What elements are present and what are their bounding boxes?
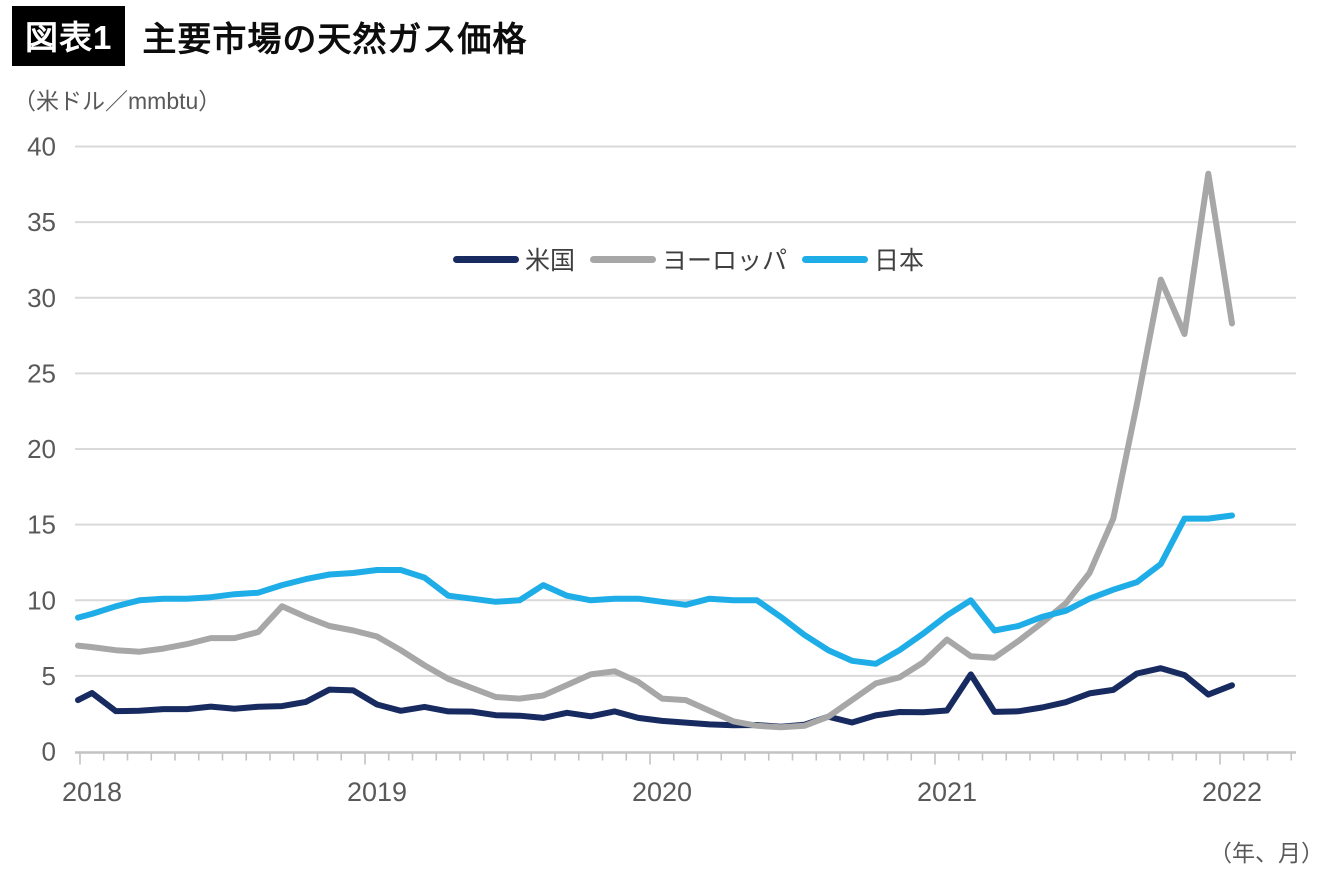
x-axis-year-label: 2021 (917, 777, 977, 807)
legend-item-europe: ヨーロッパ (590, 241, 787, 277)
x-axis-note: （年、月） (1209, 840, 1324, 866)
y-axis-tick-label: 20 (27, 434, 56, 464)
legend-label-japan: 日本 (874, 247, 925, 275)
page-title: 主要市場の天然ガス価格 (142, 20, 528, 59)
x-axis-year-label: 2022 (1202, 777, 1262, 807)
y-axis-tick-label: 10 (27, 585, 56, 615)
legend-label-europe: ヨーロッパ (662, 247, 788, 275)
series-line-europe (75, 170, 1235, 731)
y-axis-tick-label: 0 (42, 737, 56, 767)
legend-item-japan: 日本 (802, 241, 924, 277)
x-axis-year-label: 2020 (632, 777, 692, 807)
chart-legend: 米国 ヨーロッパ 日本 (453, 241, 924, 277)
y-axis-tick-label: 40 (27, 132, 56, 162)
legend-swatch-us (453, 255, 519, 263)
figure-label: 図表1 (12, 6, 126, 66)
y-axis-tick-label: 25 (27, 358, 56, 388)
legend-swatch-europe (590, 255, 657, 263)
legend-item-us: 米国 (453, 241, 575, 277)
legend-label-us: 米国 (525, 247, 576, 275)
y-axis-unit-label: （米ドル／mmbtu） (13, 88, 222, 114)
y-axis-tick-label: 30 (27, 283, 56, 313)
chart-header: 図表1 主要市場の天然ガス価格 (12, 6, 527, 66)
y-axis-tick-label: 15 (27, 510, 56, 540)
series-line-us (75, 665, 1235, 730)
series-line-japan (75, 512, 1235, 667)
y-axis-tick-label: 5 (42, 661, 56, 691)
x-axis-year-label: 2018 (62, 777, 122, 807)
legend-swatch-japan (802, 255, 869, 263)
x-axis-year-label: 2019 (347, 777, 407, 807)
y-axis-tick-label: 35 (27, 207, 56, 237)
